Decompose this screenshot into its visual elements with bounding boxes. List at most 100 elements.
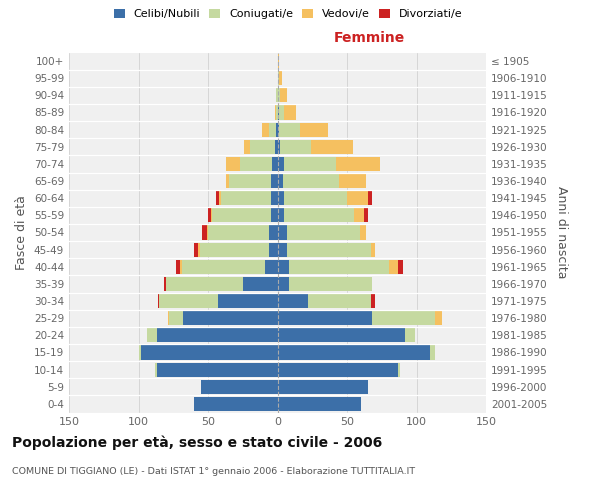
Bar bbox=[176, 260, 180, 274]
Bar bbox=[167, 311, 169, 325]
Bar bbox=[284, 157, 336, 171]
Bar bbox=[183, 311, 277, 325]
Bar bbox=[398, 260, 403, 274]
Bar bbox=[229, 174, 271, 188]
Bar bbox=[372, 311, 434, 325]
Bar bbox=[221, 191, 271, 205]
Bar bbox=[336, 157, 380, 171]
Bar bbox=[277, 260, 289, 274]
Bar bbox=[276, 106, 277, 120]
Bar bbox=[157, 362, 277, 376]
Bar bbox=[275, 140, 277, 154]
Bar bbox=[277, 122, 279, 136]
Bar bbox=[289, 260, 389, 274]
Y-axis label: Fasce di età: Fasce di età bbox=[16, 195, 28, 270]
Bar bbox=[180, 260, 182, 274]
Bar bbox=[430, 346, 434, 360]
Bar bbox=[389, 260, 398, 274]
Y-axis label: Anni di nascita: Anni di nascita bbox=[556, 186, 568, 279]
Bar bbox=[269, 226, 277, 239]
Bar bbox=[371, 242, 375, 256]
Bar bbox=[217, 191, 219, 205]
Bar bbox=[284, 191, 347, 205]
Bar bbox=[262, 122, 269, 136]
Bar bbox=[155, 362, 157, 376]
Bar bbox=[354, 208, 364, 222]
Bar bbox=[169, 311, 183, 325]
Bar bbox=[164, 277, 166, 291]
Bar bbox=[276, 88, 277, 102]
Bar bbox=[269, 122, 276, 136]
Bar bbox=[406, 328, 415, 342]
Bar bbox=[434, 311, 442, 325]
Bar bbox=[211, 208, 212, 222]
Bar bbox=[280, 140, 311, 154]
Bar bbox=[398, 362, 400, 376]
Bar bbox=[277, 208, 284, 222]
Bar bbox=[202, 226, 206, 239]
Bar bbox=[277, 311, 372, 325]
Bar bbox=[201, 380, 277, 394]
Bar bbox=[287, 226, 359, 239]
Text: Femmine: Femmine bbox=[334, 32, 405, 46]
Bar bbox=[269, 242, 277, 256]
Bar bbox=[311, 140, 353, 154]
Bar bbox=[240, 157, 272, 171]
Bar bbox=[219, 191, 221, 205]
Bar bbox=[277, 380, 368, 394]
Bar bbox=[364, 208, 368, 222]
Bar bbox=[279, 122, 300, 136]
Bar bbox=[277, 140, 280, 154]
Bar bbox=[277, 242, 287, 256]
Bar bbox=[300, 122, 328, 136]
Bar bbox=[147, 328, 157, 342]
Bar bbox=[158, 294, 160, 308]
Bar bbox=[277, 174, 283, 188]
Bar bbox=[157, 328, 277, 342]
Bar bbox=[280, 88, 287, 102]
Bar bbox=[250, 140, 275, 154]
Bar bbox=[338, 174, 367, 188]
Bar bbox=[272, 157, 277, 171]
Bar bbox=[277, 362, 398, 376]
Bar bbox=[277, 226, 287, 239]
Bar bbox=[289, 277, 372, 291]
Bar bbox=[277, 88, 280, 102]
Bar bbox=[141, 346, 277, 360]
Bar bbox=[226, 174, 229, 188]
Bar bbox=[244, 140, 250, 154]
Bar bbox=[277, 54, 279, 68]
Bar bbox=[198, 242, 200, 256]
Bar bbox=[182, 260, 265, 274]
Bar bbox=[218, 294, 277, 308]
Bar bbox=[194, 242, 198, 256]
Bar bbox=[276, 122, 277, 136]
Bar bbox=[160, 294, 218, 308]
Bar bbox=[166, 277, 243, 291]
Bar bbox=[277, 346, 430, 360]
Bar bbox=[277, 106, 279, 120]
Bar bbox=[208, 226, 269, 239]
Bar bbox=[371, 294, 375, 308]
Bar bbox=[359, 226, 367, 239]
Text: Popolazione per età, sesso e stato civile - 2006: Popolazione per età, sesso e stato civil… bbox=[12, 435, 382, 450]
Bar bbox=[277, 191, 284, 205]
Bar bbox=[243, 277, 277, 291]
Bar bbox=[226, 157, 240, 171]
Bar bbox=[283, 174, 338, 188]
Bar bbox=[279, 71, 281, 85]
Bar bbox=[284, 106, 296, 120]
Text: COMUNE DI TIGGIANO (LE) - Dati ISTAT 1° gennaio 2006 - Elaborazione TUTTITALIA.I: COMUNE DI TIGGIANO (LE) - Dati ISTAT 1° … bbox=[12, 468, 415, 476]
Bar bbox=[271, 208, 277, 222]
Bar bbox=[308, 294, 371, 308]
Legend: Celibi/Nubili, Coniugati/e, Vedovi/e, Divorziati/e: Celibi/Nubili, Coniugati/e, Vedovi/e, Di… bbox=[110, 6, 466, 22]
Bar bbox=[265, 260, 277, 274]
Bar bbox=[271, 174, 277, 188]
Bar bbox=[287, 242, 371, 256]
Bar bbox=[277, 157, 284, 171]
Bar bbox=[277, 397, 361, 411]
Bar bbox=[277, 277, 289, 291]
Bar bbox=[277, 294, 308, 308]
Bar bbox=[139, 346, 141, 360]
Bar bbox=[200, 242, 269, 256]
